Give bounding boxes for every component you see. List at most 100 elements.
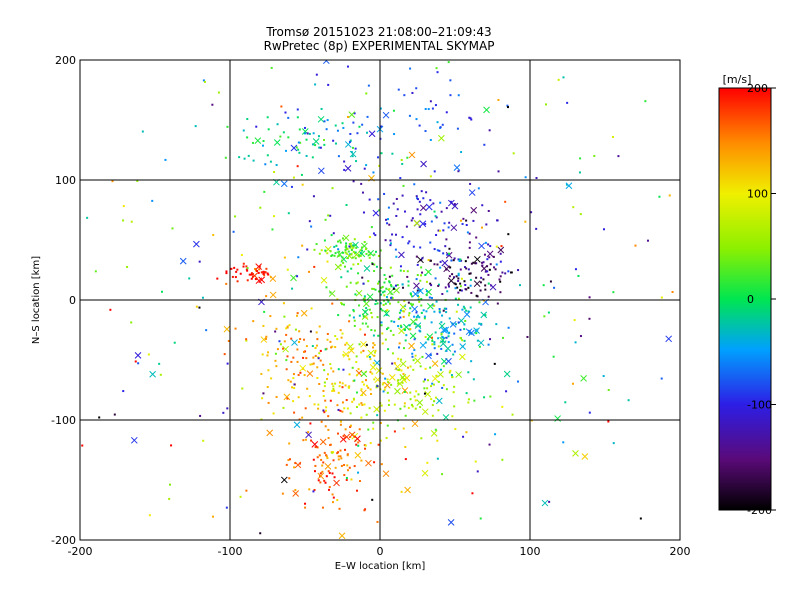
data-point: [498, 278, 501, 281]
data-point: [236, 280, 239, 283]
data-point: [323, 451, 326, 454]
data-point: [407, 280, 410, 283]
data-point: [453, 203, 456, 206]
data-point-cross: [292, 490, 300, 497]
data-point: [371, 287, 374, 290]
data-point: [286, 355, 289, 358]
data-point: [429, 199, 432, 202]
data-point: [205, 329, 208, 332]
data-point: [387, 399, 390, 402]
data-point: [399, 265, 402, 268]
data-point: [475, 332, 478, 335]
data-point: [380, 321, 383, 324]
data-point: [607, 389, 610, 392]
data-point: [354, 147, 357, 150]
y-axis-label: N–S location [km]: [31, 256, 42, 344]
data-point: [320, 249, 323, 252]
data-point-cross: [294, 461, 302, 469]
data-point: [588, 411, 591, 414]
data-point: [265, 267, 268, 270]
data-point: [385, 218, 388, 221]
data-point: [314, 464, 317, 467]
data-point: [266, 386, 269, 389]
data-point: [404, 458, 407, 461]
data-point-cross: [483, 106, 490, 114]
data-point: [380, 293, 383, 296]
data-point: [343, 474, 346, 477]
data-point: [270, 66, 273, 69]
data-point: [357, 444, 360, 447]
data-point: [323, 143, 326, 146]
data-point-cross: [372, 209, 380, 217]
y-tick-label: -200: [51, 534, 76, 547]
data-point: [361, 191, 364, 194]
data-point: [369, 442, 372, 445]
data-point: [354, 293, 357, 296]
data-point: [390, 296, 393, 299]
data-point-cross: [435, 397, 443, 405]
data-point: [430, 385, 433, 388]
data-point: [543, 315, 546, 318]
data-point: [451, 273, 454, 276]
data-point: [359, 249, 362, 252]
data-point: [326, 338, 329, 341]
data-point: [252, 159, 255, 162]
data-point: [390, 292, 393, 295]
data-point: [317, 135, 320, 138]
data-point: [397, 357, 400, 360]
data-point: [488, 268, 491, 271]
data-point-cross: [273, 139, 281, 146]
data-point-cross: [317, 115, 325, 123]
data-point: [360, 402, 363, 405]
data-point: [602, 228, 605, 231]
data-point: [436, 121, 439, 124]
data-point: [408, 312, 411, 315]
data-point: [512, 152, 515, 155]
data-point: [396, 368, 399, 371]
data-point: [385, 310, 388, 313]
data-point: [488, 129, 491, 132]
data-point: [388, 281, 391, 284]
data-point: [416, 208, 419, 211]
data-point: [668, 194, 671, 197]
data-point: [389, 266, 392, 269]
data-point: [262, 272, 265, 275]
data-point: [588, 317, 591, 320]
data-point: [359, 254, 362, 257]
data-point: [337, 314, 340, 317]
data-point: [442, 309, 445, 312]
data-point: [495, 245, 498, 248]
data-point: [410, 219, 413, 222]
data-point: [275, 395, 278, 398]
data-point: [447, 283, 450, 286]
data-point: [339, 409, 342, 412]
data-point-cross: [408, 342, 415, 350]
data-point-cross: [290, 274, 297, 282]
data-point: [368, 355, 371, 358]
data-point: [337, 255, 340, 258]
data-point: [372, 421, 375, 424]
data-point-cross: [343, 433, 351, 441]
data-point-cross: [283, 393, 291, 401]
data-point-cross: [300, 309, 308, 317]
data-point: [376, 408, 379, 411]
data-point: [420, 190, 423, 193]
data-point: [323, 239, 326, 242]
data-point: [467, 256, 470, 259]
data-point: [465, 219, 468, 222]
data-point-cross: [449, 321, 457, 328]
data-point: [363, 383, 366, 386]
data-point: [480, 322, 483, 325]
data-point: [373, 263, 376, 266]
data-point-cross: [411, 305, 419, 313]
data-point: [352, 397, 355, 400]
data-point: [437, 409, 440, 412]
data-point: [467, 286, 470, 289]
data-point: [459, 282, 462, 285]
data-point: [379, 302, 382, 305]
data-point: [429, 354, 432, 357]
data-point: [433, 248, 436, 251]
data-point: [441, 336, 444, 339]
data-point: [389, 283, 392, 286]
data-point: [318, 146, 321, 149]
